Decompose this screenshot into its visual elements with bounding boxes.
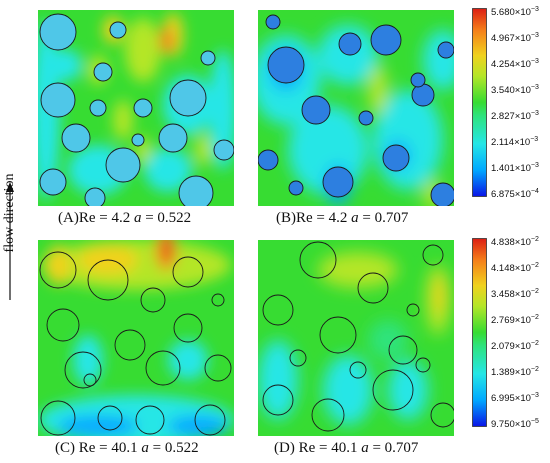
colorbar-top-tick-0: 5.680×10−3 [491,5,539,19]
colorbar-bottom-tick-1: 4.148×10−2 [491,261,539,275]
caption-panel-d: (D) Re = 40.1 a = 0.707 [274,440,419,456]
caption-panel-a: (A)Re = 4.2 a = 0.522 [58,210,192,226]
colorbar-top-tick-2: 4.254×10−3 [491,57,539,71]
colorbar-top-tick-6: 1.401×10−3 [491,161,539,175]
colorbar-bottom [472,238,487,427]
panel-c-velocity-contour [38,240,234,436]
colorbar-bottom-ticks: 4.838×10−2 4.148×10−2 3.458×10−2 2.769×10−2… [491,235,550,431]
colorbar-bottom-tick-6: 6.995×10−3 [491,391,539,405]
colorbar-bottom-tick-5: 1.389×10−2 [491,365,539,379]
colorbar-bottom-tick-3: 2.769×10−2 [491,313,539,327]
colorbar-top-tick-7: 6.875×10−4 [491,187,539,201]
colorbar-bottom-tick-4: 2.079×10−2 [491,339,539,353]
colorbar-top-tick-5: 2.114×10−3 [491,135,539,149]
colorbar-bottom-tick-7: 9.750×10−5 [491,417,539,431]
colorbar-top-ticks: 5.680×10−3 4.967×10−3 4.254×10−3 3.540×10−3… [491,5,550,201]
flow-direction-arrow [6,182,14,300]
colorbar-top-tick-1: 4.967×10−3 [491,31,539,45]
colorbar-top-tick-3: 3.540×10−3 [491,83,539,97]
caption-panel-b: (B)Re = 4.2 a = 0.707 [276,210,409,226]
panel-b-velocity-contour [258,10,454,206]
colorbar-bottom-tick-0: 4.838×10−2 [491,235,539,249]
colorbar-top [472,8,487,197]
colorbar-top-tick-4: 2.827×10−3 [491,109,539,123]
flow-direction-label: flow direction [2,173,17,253]
colorbar-bottom-tick-2: 3.458×10−2 [491,287,539,301]
caption-panel-c: (C) Re = 40.1 a = 0.522 [55,440,199,456]
panel-d-velocity-contour [258,240,454,436]
panel-a-velocity-contour [38,10,234,206]
